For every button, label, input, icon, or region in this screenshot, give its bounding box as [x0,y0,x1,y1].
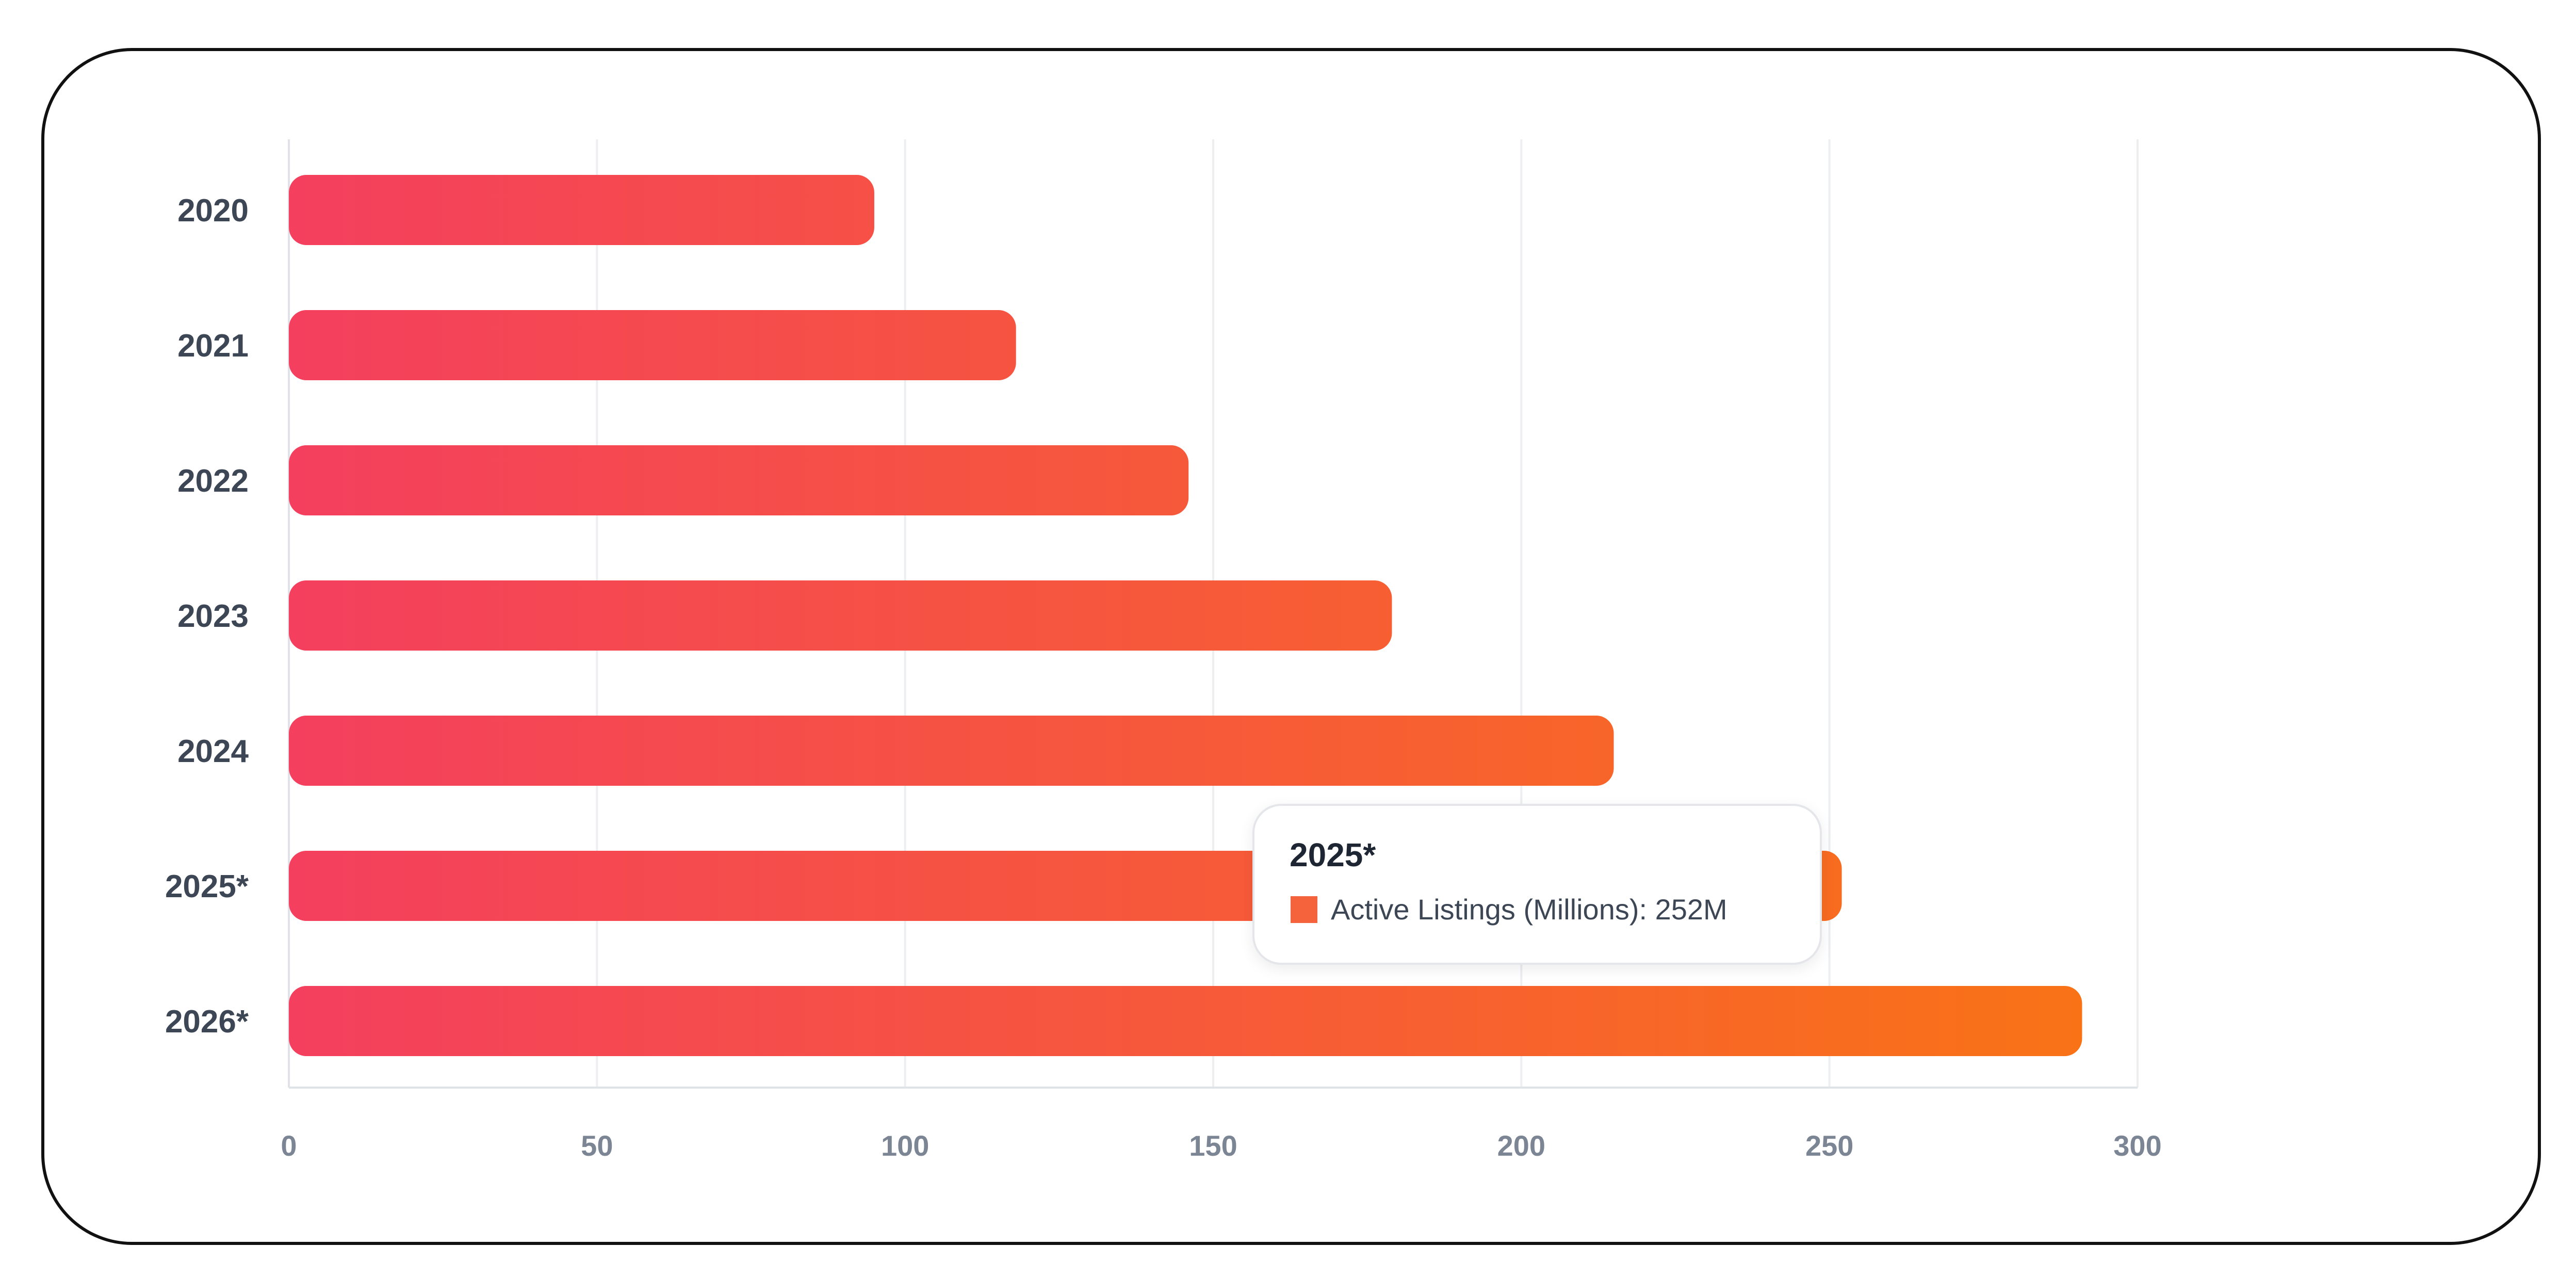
tooltip-swatch [1291,896,1317,923]
tooltip-value: 252M [1655,893,1727,926]
bar-2024[interactable] [289,716,1614,786]
x-tick-label-150: 150 [1189,1129,1237,1162]
x-tick-label-300: 300 [2113,1129,2161,1162]
y-tick-label-2026-projected: 2026* [165,1004,249,1040]
tooltip-row: Active Listings (Millions): 252M [1291,893,1727,926]
x-tick-label-250: 250 [1805,1129,1853,1162]
bar-2020[interactable] [289,175,874,245]
y-tick-label-2022: 2022 [177,463,249,499]
x-tick-label-100: 100 [881,1129,929,1162]
y-tick-label-2024: 2024 [177,734,249,769]
y-axis-labels: 2020 2021 2022 2023 2024 2025* 2026* [165,193,249,1040]
tooltip-text: Active Listings (Millions): 252M [1331,893,1727,926]
tooltip: 2025* Active Listings (Millions): 252M [1252,804,1822,965]
bar-2022[interactable] [289,445,1189,515]
y-tick-label-2020: 2020 [177,193,249,229]
x-axis-labels: 0 50 100 150 200 250 300 [281,1129,2161,1162]
tooltip-title: 2025* [1290,836,1376,873]
bar-2021[interactable] [289,310,1016,380]
y-tick-label-2021: 2021 [177,328,249,364]
tooltip-series-label: Active Listings (Millions) [1331,893,1639,926]
grid-lines [288,139,2139,1089]
x-tick-label-50: 50 [581,1129,613,1162]
y-tick-label-2025-projected: 2025* [165,869,249,904]
x-tick-label-200: 200 [1497,1129,1545,1162]
tooltip-separator: : [1639,893,1655,926]
y-tick-label-2023: 2023 [177,598,249,634]
bar-2026-projected[interactable] [289,986,2082,1056]
x-tick-label-0: 0 [281,1129,297,1162]
bar-2023[interactable] [289,580,1392,651]
